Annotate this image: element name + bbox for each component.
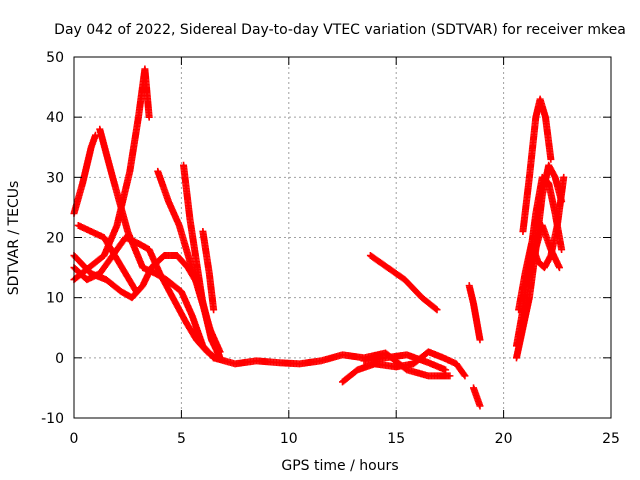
x-tick-label: 20 [495, 431, 513, 447]
data-point [558, 246, 566, 254]
y-tick-label: 30 [46, 170, 64, 186]
chart-title: Day 042 of 2022, Sidereal Day-to-day VTE… [54, 22, 626, 38]
data-point [145, 113, 153, 121]
series-arc-15 [470, 384, 484, 410]
series-arc-3 [70, 65, 153, 284]
x-tick-label: 5 [177, 431, 186, 447]
y-tick-label: 40 [46, 110, 64, 126]
data-point [560, 173, 568, 181]
data-point [476, 336, 484, 344]
series-arc-10 [210, 349, 454, 380]
series-arc-9 [199, 227, 218, 314]
series-arc-12 [360, 351, 450, 374]
series-arc-13 [366, 252, 441, 314]
data-point [432, 305, 440, 313]
y-tick-label: -10 [41, 411, 64, 427]
series-arc-1 [70, 131, 99, 217]
x-tick-label: 25 [602, 431, 620, 447]
data-point [460, 371, 468, 379]
data-point [132, 288, 140, 296]
ticks: 0 5 10 15 20 25 -10 0 10 20 30 40 50 [41, 50, 620, 447]
data-point [476, 402, 484, 410]
data-point [555, 264, 563, 272]
data-point [461, 372, 469, 380]
data-point [446, 372, 454, 380]
series-layer [70, 65, 568, 410]
x-tick-label: 15 [387, 431, 405, 447]
y-tick-label: 10 [46, 291, 64, 307]
y-tick-label: 0 [55, 351, 64, 367]
series-arc-14 [465, 282, 484, 344]
data-point [91, 131, 99, 139]
series-arc-17 [519, 95, 555, 235]
data-point [547, 155, 555, 163]
data-point [210, 306, 218, 314]
x-tick-label: 10 [280, 431, 298, 447]
series-arc-20 [521, 221, 563, 290]
data-point [433, 306, 441, 314]
y-tick-label: 50 [46, 50, 64, 66]
data-point [442, 366, 450, 374]
y-axis-label: SDTVAR / TECUs [6, 181, 22, 296]
x-tick-label: 0 [70, 431, 79, 447]
x-axis-label: GPS time / hours [281, 458, 398, 474]
y-tick-label: 20 [46, 231, 64, 247]
series-arc-19 [515, 173, 568, 314]
